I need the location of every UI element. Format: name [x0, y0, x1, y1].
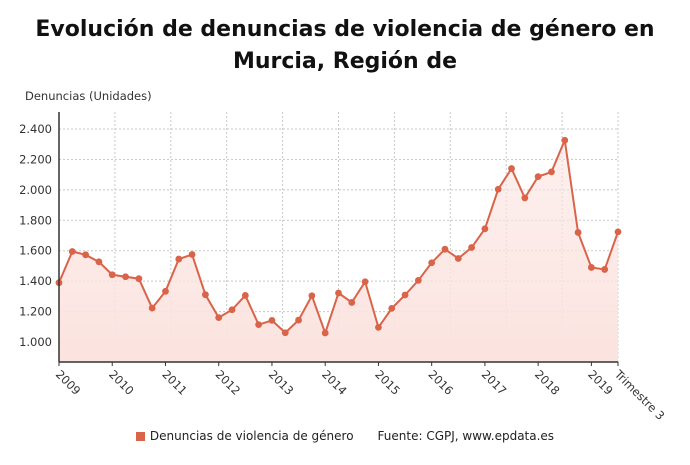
legend: Denuncias de violencia de género Fuente:…: [0, 429, 690, 443]
data-point: [414, 276, 422, 284]
data-point: [241, 292, 249, 299]
data-point: [401, 291, 409, 299]
y-tick-label: 1.200: [19, 305, 52, 319]
data-point: [601, 266, 609, 273]
data-point: [375, 323, 382, 331]
data-point: [521, 194, 529, 202]
data-point: [95, 258, 103, 266]
y-tick-label: 2.200: [19, 152, 52, 166]
x-tick-label: 2018: [532, 367, 563, 398]
y-tick-label: 1.400: [19, 274, 52, 288]
data-point: [534, 173, 542, 181]
data-point: [215, 314, 223, 322]
y-tick-label: 1.000: [19, 335, 52, 349]
y-tick-label: 1.600: [19, 244, 52, 258]
data-point: [428, 259, 436, 267]
data-point: [441, 245, 449, 253]
x-tick-label: 2016: [426, 367, 457, 398]
data-point: [308, 292, 316, 300]
x-tick-label: 2010: [106, 367, 137, 398]
data-point: [335, 289, 342, 297]
x-tick-label: 2019: [585, 367, 616, 398]
data-point: [108, 271, 116, 279]
source-note: Fuente: CGPJ, www.epdata.es: [377, 429, 555, 443]
data-point: [135, 275, 143, 283]
y-tick-label: 2.400: [19, 122, 52, 136]
data-point: [255, 321, 263, 329]
x-tick-label: 2014: [319, 367, 350, 398]
data-point: [162, 287, 169, 295]
data-point: [548, 168, 555, 176]
x-tick-label: 2017: [479, 367, 510, 398]
data-point: [494, 185, 502, 193]
data-point: [228, 306, 236, 314]
data-point: [388, 304, 396, 312]
y-axis-label: Denuncias (Unidades): [25, 89, 152, 103]
data-point: [508, 165, 515, 172]
data-point: [468, 244, 475, 251]
x-tick-label: 2011: [159, 367, 190, 398]
chart-title: Evolución de denuncias de violencia de g…: [35, 17, 655, 74]
data-point: [175, 255, 183, 263]
data-point: [82, 251, 90, 259]
data-point: [68, 248, 76, 255]
data-point: [561, 136, 569, 144]
data-point: [454, 255, 462, 262]
data-point: [361, 278, 369, 286]
legend-label: Denuncias de violencia de género: [149, 429, 354, 443]
x-tick-label: 2015: [372, 367, 403, 398]
data-point: [614, 228, 622, 236]
data-point: [268, 316, 276, 324]
x-tick-label: 2012: [213, 367, 244, 398]
y-tick-label: 1.800: [19, 213, 52, 227]
legend-item: Denuncias de violencia de género: [135, 429, 354, 443]
data-point: [574, 229, 582, 236]
data-point: [321, 329, 329, 337]
series-area: [59, 140, 618, 362]
data-point: [295, 316, 302, 324]
data-point: [281, 329, 289, 337]
x-tick-label: 2013: [266, 367, 297, 398]
data-point: [481, 225, 489, 233]
x-tick-label: 2009: [53, 367, 84, 398]
x-tick-label: Trimestre 3: [611, 367, 667, 423]
y-tick-label: 2.000: [19, 183, 52, 197]
data-point: [148, 304, 156, 312]
legend-swatch: [135, 432, 145, 441]
data-point: [587, 264, 595, 271]
data-point: [202, 291, 209, 299]
data-point: [188, 251, 196, 258]
data-point: [348, 299, 356, 306]
data-point: [122, 273, 129, 281]
